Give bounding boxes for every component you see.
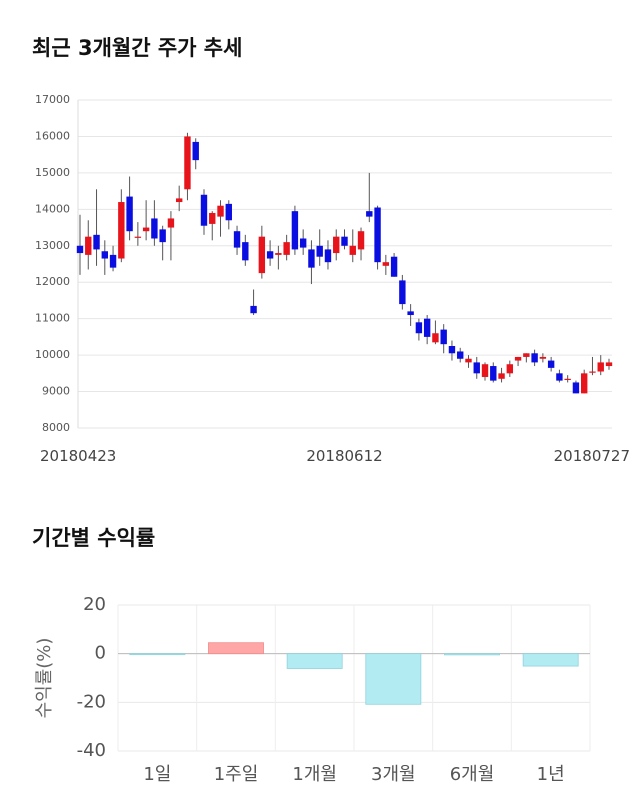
candle-body (457, 351, 464, 359)
y-tick-label: 8000 (42, 421, 70, 434)
candle-body (266, 251, 274, 259)
candle-body (333, 236, 340, 254)
candle-body (490, 366, 497, 381)
candle-body (242, 242, 249, 261)
y-tick-label: 0 (95, 643, 106, 664)
candle-body (564, 378, 571, 380)
chart-title: 최근 3개월간 주가 추세 (32, 36, 242, 60)
candle-body (316, 245, 323, 257)
candle-body (85, 236, 92, 255)
x-tick-label: 1년 (537, 764, 565, 785)
y-tick-label: -20 (77, 691, 106, 712)
bar (208, 642, 264, 655)
bar (522, 653, 579, 667)
candle-body (366, 211, 373, 217)
candle-body (514, 356, 522, 361)
y-tick-label: 11000 (35, 312, 70, 325)
candle-body (175, 198, 183, 203)
y-tick-label: 17000 (35, 93, 70, 106)
candle-body (448, 346, 456, 354)
candle-body (299, 238, 307, 248)
y-tick-label: 13000 (35, 239, 70, 252)
x-tick-label: 20180612 (306, 447, 382, 465)
candle-body (134, 236, 142, 238)
candle-body (407, 311, 414, 316)
x-tick-label: 1주일 (214, 764, 259, 785)
candle-body (581, 373, 588, 394)
candle-body (324, 249, 332, 263)
candle-body (209, 212, 216, 224)
y-axis-label: 수익률(%) (34, 638, 55, 719)
candle-body (597, 362, 604, 372)
candle-body (605, 362, 613, 367)
candle-body (399, 280, 406, 305)
candle-body (151, 218, 158, 239)
candle-body (109, 254, 117, 268)
x-tick-label: 1일 (143, 764, 171, 785)
candle-body (523, 353, 530, 357)
candle-body (440, 329, 447, 345)
candle-body (349, 245, 356, 255)
candle-body (415, 322, 423, 334)
candle-body (357, 231, 365, 250)
bar (129, 653, 186, 656)
y-tick-label: 16000 (35, 129, 70, 142)
candle-body (539, 356, 547, 359)
candle-body (308, 249, 315, 268)
candle-body (258, 236, 266, 274)
y-tick-label: 12000 (35, 275, 70, 288)
x-tick-label: 20180727 (554, 447, 630, 465)
candle-body (291, 211, 299, 250)
candle-body (184, 136, 191, 190)
candle-body (200, 194, 208, 226)
candle-body (275, 253, 282, 255)
bar (286, 653, 343, 669)
x-tick-label: 1개월 (292, 764, 337, 785)
y-tick-label: 9000 (42, 385, 70, 398)
y-tick-label: 20 (83, 594, 106, 615)
x-tick-label: 6개월 (450, 764, 495, 785)
chart-title: 기간별 수익률 (32, 526, 155, 550)
candle-body (118, 202, 125, 259)
candle-body (93, 234, 100, 250)
candle-body (556, 373, 563, 381)
candle-body (217, 205, 224, 217)
x-tick-label: 20180423 (40, 447, 116, 465)
candle-body (142, 227, 150, 232)
y-tick-label: 10000 (35, 348, 70, 361)
bar (444, 653, 500, 656)
candle-body (126, 196, 133, 232)
y-tick-label: 14000 (35, 202, 70, 215)
candle-body (547, 360, 555, 368)
candle-body (390, 256, 398, 277)
candle-body (432, 333, 439, 343)
x-tick-label: 3개월 (371, 764, 416, 785)
candle-body (481, 364, 489, 377)
candle-body (192, 141, 199, 161)
candle-body (382, 262, 390, 266)
candle-body (589, 371, 596, 373)
candle-body (498, 373, 505, 379)
candle-body (506, 364, 514, 374)
candle-body (341, 236, 348, 246)
candle-body (374, 207, 381, 263)
bar (365, 653, 422, 705)
candle-body (76, 245, 84, 254)
candle-body (473, 362, 480, 374)
candle-body (423, 318, 431, 337)
candle-body (531, 353, 538, 363)
y-tick-label: -40 (77, 740, 106, 761)
candle-body (101, 251, 108, 259)
candle-body (250, 305, 257, 314)
candle-body (225, 203, 232, 221)
candle-body (572, 382, 580, 394)
candle-body (233, 231, 241, 248)
candle-body (283, 242, 290, 255)
candle-body (167, 218, 175, 228)
candle-body (465, 358, 472, 363)
candle-body (159, 229, 166, 243)
y-tick-label: 15000 (35, 166, 70, 179)
